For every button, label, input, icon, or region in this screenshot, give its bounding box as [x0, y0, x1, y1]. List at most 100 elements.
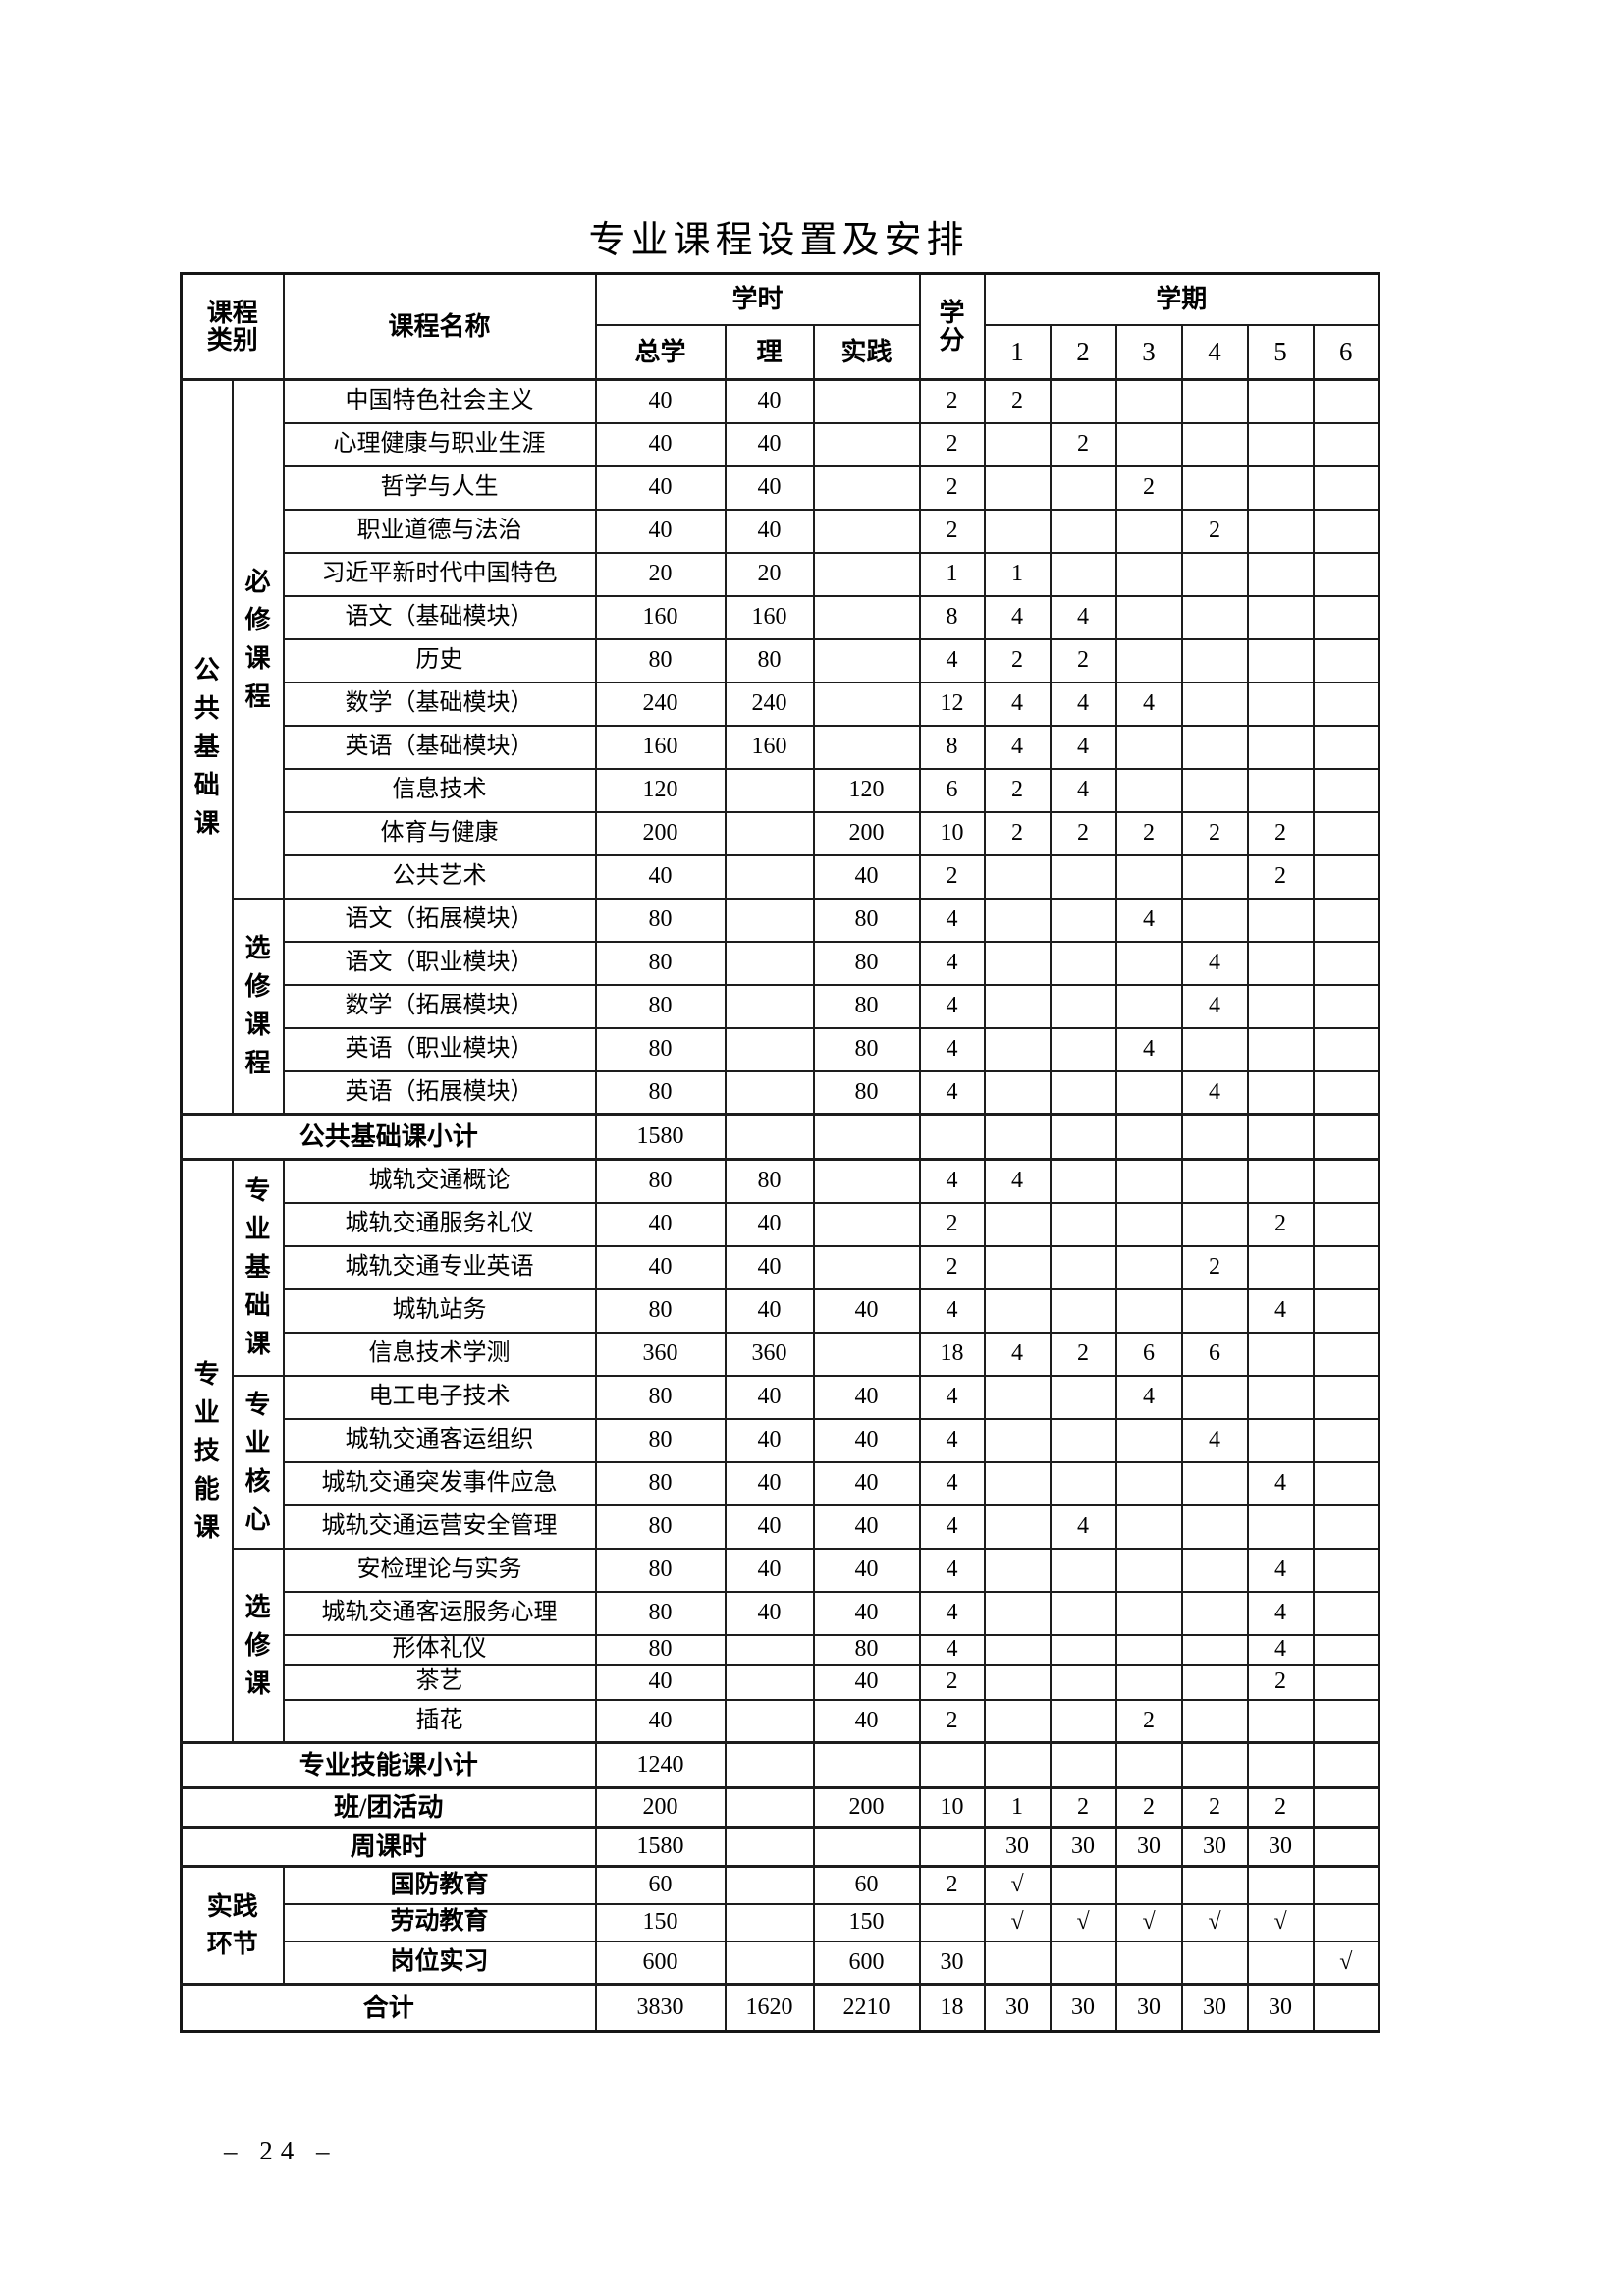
semester-1-cell	[983, 1633, 1052, 1666]
semester-4-cell	[1180, 594, 1249, 640]
semester-4-cell	[1180, 1503, 1249, 1550]
semester-2-cell	[1049, 1417, 1117, 1463]
semester-4-cell: 4	[1180, 940, 1249, 986]
theory-hours-cell	[724, 1902, 815, 1942]
semester-1-cell	[983, 1244, 1052, 1290]
semester-1-cell: 2	[983, 378, 1052, 424]
total-hours-cell: 80	[594, 983, 727, 1029]
total-hours-cell: 40	[594, 465, 727, 511]
theory-hours-cell: 360	[724, 1331, 815, 1377]
table-row: 城轨交通客运组织 80 40 40 4 4	[182, 1417, 1380, 1463]
total-hours-cell: 80	[594, 897, 727, 943]
semester-1-cell	[983, 897, 1052, 943]
theory-hours-cell: 160	[724, 724, 815, 770]
semester-2-cell: 2	[1049, 810, 1117, 856]
course-name-cell: 公共艺术	[282, 853, 597, 900]
semester-2-cell	[1049, 1663, 1117, 1701]
semester-1-cell	[983, 1069, 1052, 1116]
semester-1-cell	[983, 1374, 1052, 1420]
semester-3-cell	[1114, 1113, 1183, 1161]
course-name-cell: 城轨交通突发事件应急	[282, 1460, 597, 1506]
theory-hours-cell: 40	[724, 1460, 815, 1506]
table-row: 合计 3830 1620 2210 18 30 30 30 30 30	[180, 1983, 1380, 2033]
semester-1-cell: 1	[983, 1786, 1052, 1829]
semester-3-cell	[1114, 853, 1183, 900]
theory-hours-cell	[724, 810, 815, 856]
semester-1-cell: 4	[983, 594, 1052, 640]
course-name-cell: 信息技术学测	[282, 1331, 597, 1377]
semester-2-cell	[1049, 551, 1117, 597]
semester-1-cell	[983, 1026, 1052, 1072]
semester-1-cell	[983, 1547, 1052, 1593]
theory-hours-cell	[724, 940, 815, 986]
theory-hours-cell: 240	[724, 681, 815, 727]
semester-6-cell	[1312, 1547, 1380, 1593]
semester-6-cell	[1312, 1201, 1380, 1247]
semester-2-cell	[1049, 1158, 1117, 1204]
course-name-cell: 数学（基础模块）	[282, 681, 597, 727]
theory-hours-cell: 40	[724, 1374, 815, 1420]
semester-4-cell	[1180, 465, 1249, 511]
practice-hours-cell: 200	[812, 1786, 921, 1829]
semester-2-cell	[1049, 1590, 1117, 1636]
semester-3-cell	[1114, 1201, 1183, 1247]
semester-3-cell: 30	[1114, 1826, 1183, 1868]
semester-3-cell	[1114, 940, 1183, 986]
total-hours-cell: 80	[594, 1374, 727, 1420]
table-row: 岗位实习 600 600 30 √	[182, 1940, 1380, 1986]
credits-cell: 18	[918, 1331, 986, 1377]
header-hours-theory: 理	[724, 323, 815, 381]
practice-hours-cell: 40	[812, 1590, 921, 1636]
semester-4-cell	[1180, 853, 1249, 900]
credits-cell: 4	[918, 1547, 986, 1593]
credits-cell: 4	[918, 1287, 986, 1334]
semester-2-cell	[1049, 465, 1117, 511]
total-hours-cell: 80	[594, 1633, 727, 1666]
subcategory-cell: 专 业 核 心	[231, 1374, 285, 1550]
table-row: 专业技能课小计 1240	[180, 1741, 1380, 1789]
semester-2-cell: 4	[1049, 724, 1117, 770]
credits-cell: 4	[918, 940, 986, 986]
semester-5-cell	[1246, 1503, 1315, 1550]
semester-3-cell	[1114, 1503, 1183, 1550]
practice-hours-cell: 40	[812, 1374, 921, 1420]
course-name-cell: 岗位实习	[282, 1940, 597, 1986]
semester-3-cell	[1114, 378, 1183, 424]
semester-3-cell	[1114, 1158, 1183, 1204]
course-name-cell: 语文（职业模块）	[282, 940, 597, 986]
theory-hours-cell	[724, 1663, 815, 1701]
practice-hours-cell: 40	[812, 1698, 921, 1744]
table-row: 职业道德与法治 40 40 2 2	[182, 508, 1380, 554]
practice-hours-cell: 40	[812, 1503, 921, 1550]
semester-5-cell: 4	[1246, 1460, 1315, 1506]
theory-hours-cell: 1620	[724, 1983, 815, 2033]
practice-hours-cell	[812, 1113, 921, 1161]
semester-6-cell	[1312, 1287, 1380, 1334]
credits-cell: 4	[918, 983, 986, 1029]
semester-3-cell	[1114, 1940, 1183, 1986]
practice-hours-cell	[812, 724, 921, 770]
semester-4-cell	[1180, 1158, 1249, 1204]
header-semester-3: 3	[1114, 323, 1183, 381]
semester-2-cell	[1049, 1244, 1117, 1290]
course-name-cell: 语文（拓展模块）	[282, 897, 597, 943]
table-row: 心理健康与职业生涯 40 40 2 2	[182, 421, 1380, 467]
course-schedule-table: 课程 类别 课程名称 学时 学 分 学期 总学 理 实践 1 2 3 4 5	[180, 272, 1381, 2033]
practice-hours-cell: 40	[812, 1663, 921, 1701]
page-number: – 24 –	[224, 2136, 338, 2165]
theory-hours-cell: 40	[724, 508, 815, 554]
total-hours-cell: 60	[594, 1865, 727, 1905]
semester-6-cell	[1312, 897, 1380, 943]
summary-label-cell: 周课时	[180, 1826, 597, 1868]
semester-4-cell	[1180, 1201, 1249, 1247]
semester-1-cell	[983, 1201, 1052, 1247]
credits-cell: 4	[918, 637, 986, 683]
semester-2-cell	[1049, 1287, 1117, 1334]
semester-1-cell: 1	[983, 551, 1052, 597]
semester-6-cell	[1312, 1069, 1380, 1116]
semester-6-cell	[1312, 1633, 1380, 1666]
theory-hours-cell	[724, 1633, 815, 1666]
course-name-cell: 哲学与人生	[282, 465, 597, 511]
semester-2-cell	[1049, 1460, 1117, 1506]
semester-6-cell	[1312, 1244, 1380, 1290]
